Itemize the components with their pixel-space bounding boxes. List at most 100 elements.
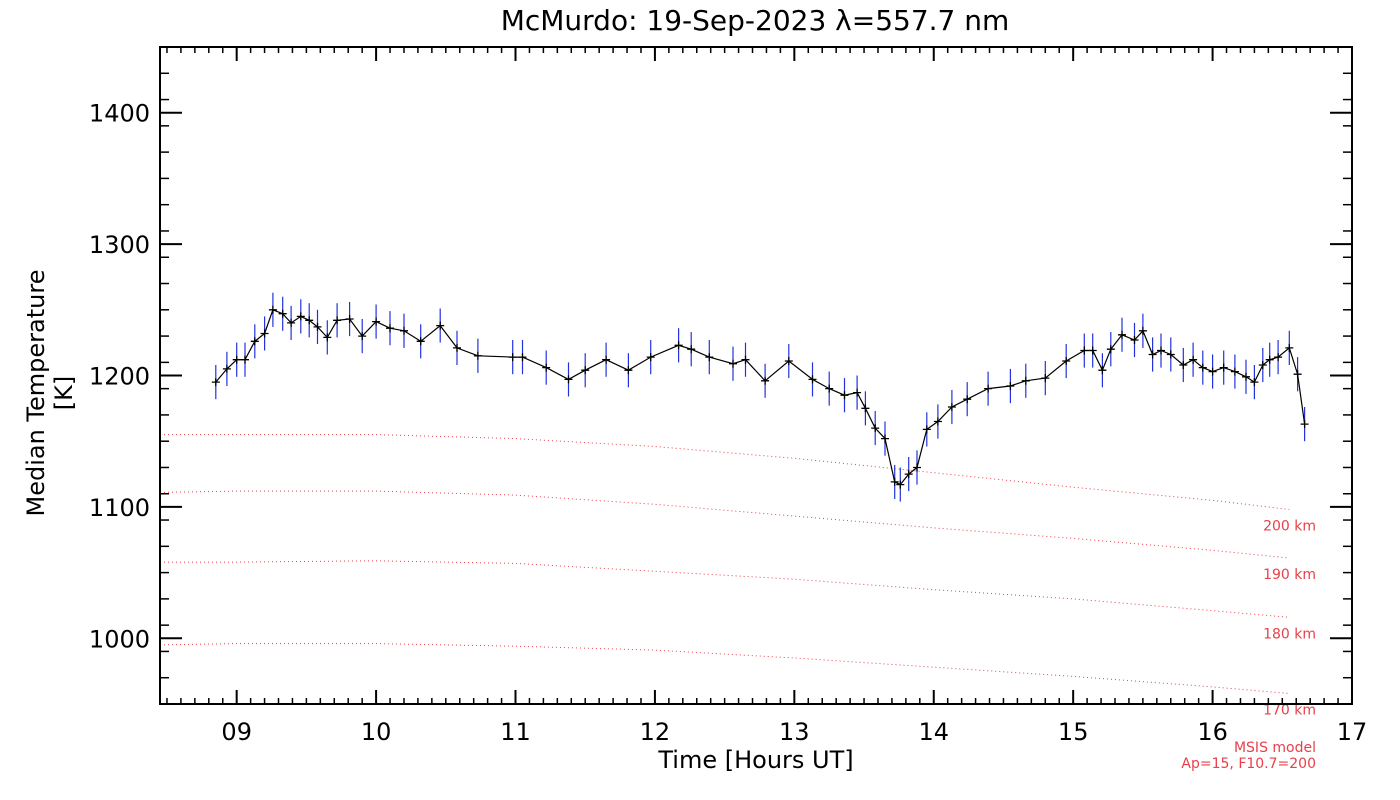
data-series <box>211 305 1309 489</box>
x-tick-label: 11 <box>500 718 531 746</box>
x-tick-label: 14 <box>919 718 950 746</box>
data-point <box>1265 355 1274 364</box>
data-point <box>260 329 269 338</box>
data-point <box>1118 330 1126 339</box>
model-line <box>159 490 1290 559</box>
data-point <box>1300 420 1309 429</box>
x-tick-label: 13 <box>779 718 810 746</box>
y-tick-label: 1200 <box>89 363 150 391</box>
data-point <box>741 355 750 364</box>
error-bars <box>215 292 1306 502</box>
data-point <box>825 384 834 393</box>
data-point <box>518 353 527 362</box>
data-point <box>1138 326 1147 335</box>
data-point <box>1198 363 1207 372</box>
data-point <box>922 425 931 434</box>
model-footnote-line2: Ap=15, F10.7=200 <box>1181 756 1316 772</box>
model-line-label: 200 km <box>1263 519 1316 535</box>
data-point <box>784 357 793 365</box>
y-tick-label: 1400 <box>89 100 150 128</box>
data-point <box>333 316 342 325</box>
data-point <box>268 305 277 314</box>
data-point <box>624 366 633 375</box>
data-point <box>1250 378 1259 387</box>
data-point <box>1130 336 1139 344</box>
data-point <box>250 337 259 346</box>
axes <box>159 46 1353 705</box>
data-point <box>840 391 849 400</box>
data-point <box>913 463 921 472</box>
data-point <box>1106 345 1115 354</box>
data-point <box>1006 382 1015 390</box>
data-point <box>1179 361 1188 369</box>
data-point <box>890 477 899 486</box>
data-point <box>211 378 220 387</box>
plot-frame <box>159 46 1353 705</box>
y-tick-label: 1000 <box>89 625 150 653</box>
data-point <box>705 353 714 362</box>
x-tick-label: 12 <box>640 718 671 746</box>
data-point <box>436 321 445 330</box>
data-point <box>296 312 305 321</box>
data-point <box>287 318 296 327</box>
x-axis-label: Time [Hours UT] <box>658 746 854 774</box>
data-point <box>1098 366 1107 375</box>
data-point <box>1041 374 1050 383</box>
model-line-label: 170 km <box>1263 703 1316 719</box>
data-point <box>241 355 249 364</box>
data-point <box>305 316 314 325</box>
y-axis-label: Median Temperature [K] <box>22 269 78 517</box>
data-point <box>687 345 696 354</box>
data-point <box>1230 367 1239 376</box>
data-point <box>1021 376 1030 385</box>
tick-labels: 09 10 11 12 13 14 15 16 17 1000 1100 1200 1300 1400 <box>89 100 1367 746</box>
data-point <box>1285 343 1294 352</box>
model-line <box>160 434 1290 510</box>
data-point <box>674 341 683 350</box>
data-point <box>1157 346 1165 355</box>
x-tick-label: 09 <box>221 718 252 746</box>
model-footnote-line1: MSIS model <box>1233 740 1316 756</box>
data-point <box>1148 350 1157 359</box>
y-tick-label: 1100 <box>89 494 150 522</box>
data-point <box>372 317 381 326</box>
data-point <box>602 355 611 364</box>
data-point <box>564 375 573 384</box>
data-point <box>222 364 231 373</box>
data-point <box>896 480 905 489</box>
data-point <box>1189 355 1198 364</box>
data-point <box>1293 370 1302 379</box>
chart-title: McMurdo: 19-Sep-2023 λ=557.7 nm <box>500 4 1010 37</box>
data-point <box>345 315 354 323</box>
data-point <box>1062 357 1071 365</box>
data-point <box>729 359 737 368</box>
data-point <box>313 322 322 331</box>
data-point <box>947 403 956 411</box>
x-tick-label: 10 <box>361 718 392 746</box>
data-point <box>453 343 461 352</box>
model-line-label: 180 km <box>1263 626 1316 642</box>
data-point <box>984 384 993 393</box>
data-point <box>1219 363 1228 372</box>
data-point <box>761 376 770 385</box>
series-line <box>215 309 1306 486</box>
x-tick-label: 17 <box>1337 718 1368 746</box>
data-point <box>933 417 942 426</box>
data-point <box>646 353 655 362</box>
data-point <box>358 332 367 341</box>
model-line <box>159 643 1290 694</box>
data-point <box>904 470 913 479</box>
model-line <box>160 560 1290 618</box>
model-lines: 200 km 190 km 180 km 170 km <box>159 434 1316 719</box>
data-point <box>278 309 287 318</box>
data-point <box>861 404 870 413</box>
data-point <box>1274 353 1283 362</box>
data-point <box>1208 367 1217 376</box>
data-point <box>963 395 972 404</box>
data-point <box>416 337 425 346</box>
data-point <box>542 363 551 372</box>
y-tick-label: 1300 <box>89 231 150 259</box>
data-point <box>881 434 889 443</box>
data-point <box>871 424 880 433</box>
